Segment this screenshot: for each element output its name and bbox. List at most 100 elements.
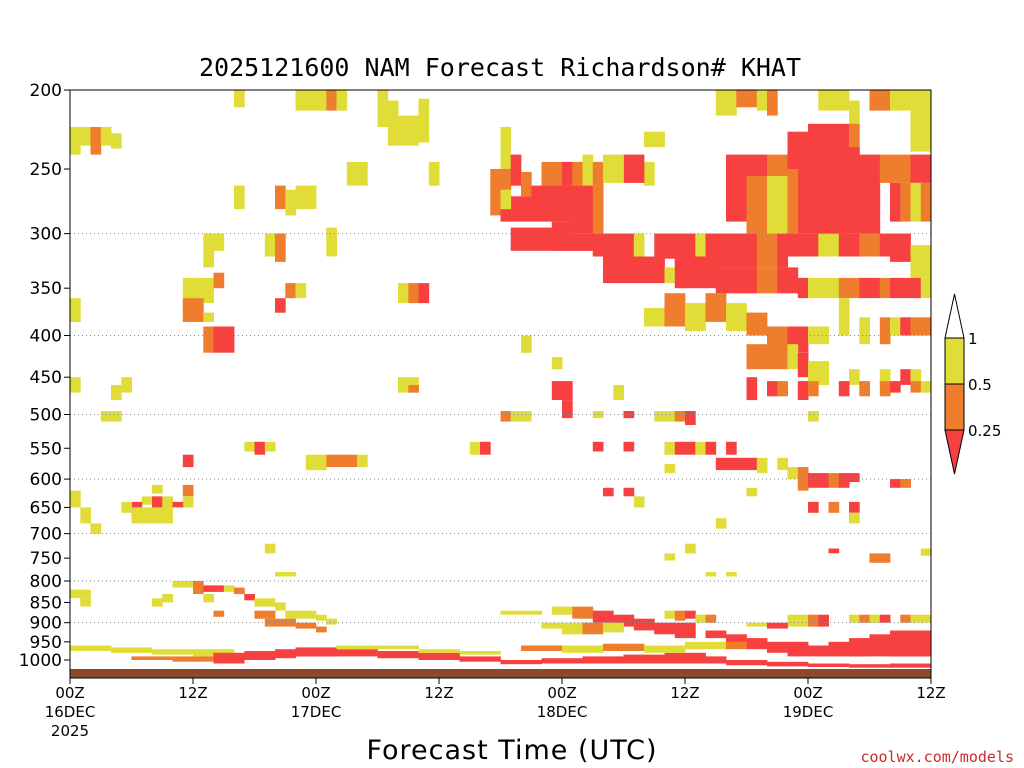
heatmap-cell <box>551 606 573 615</box>
heatmap-cell <box>275 649 296 659</box>
legend-top-arrow <box>944 293 965 339</box>
y-tick-label: 550 <box>30 439 62 459</box>
heatmap-cell <box>90 127 102 155</box>
heatmap-cell <box>562 400 573 419</box>
heatmap-cell <box>572 185 594 234</box>
heatmap-cell <box>582 154 594 186</box>
heatmap-cell <box>131 507 173 524</box>
heatmap-cell <box>131 656 173 660</box>
heatmap-cell <box>910 369 922 385</box>
heatmap-cell <box>285 610 296 619</box>
heatmap-cell <box>674 256 717 289</box>
heatmap-cell <box>623 654 665 664</box>
x-tick-label: 12Z <box>670 684 699 702</box>
heatmap-cell <box>152 649 194 655</box>
heatmap-cell <box>275 233 286 262</box>
heatmap-cell <box>172 501 184 508</box>
heatmap-cell <box>879 614 891 623</box>
heatmap-cell <box>715 518 727 529</box>
y-tick-label: 650 <box>30 498 62 518</box>
heatmap-cell <box>890 182 901 222</box>
x-tick-label: 00Z <box>55 684 84 702</box>
heatmap-cell <box>695 614 706 623</box>
heatmap-cell <box>664 464 676 474</box>
y-axis: 200 250 300 350 400 450 500 550 600 650 700 750 8008… <box>19 81 70 671</box>
heatmap-cell <box>859 614 870 623</box>
heatmap-cell <box>244 594 255 601</box>
y-tick-label: 750 <box>30 549 62 569</box>
x-tick-label: 2025 <box>51 722 89 740</box>
heatmap-cell <box>715 90 737 116</box>
heatmap-cell <box>603 622 624 633</box>
heatmap-cell <box>849 512 860 524</box>
heatmap-cell <box>223 585 235 592</box>
y-tick-label: 600 <box>30 470 62 490</box>
heatmap-cell <box>828 473 840 488</box>
heatmap-cell <box>162 496 173 508</box>
heatmap-cell <box>541 161 563 186</box>
heatmap-cell <box>838 277 860 299</box>
y-tick-label: 800 <box>30 572 62 592</box>
heatmap-cell <box>644 131 665 148</box>
heatmap-cell <box>203 594 214 603</box>
x-tick-label: 19DEC <box>783 703 834 721</box>
heatmap-cell <box>582 656 624 664</box>
heatmap-cell <box>70 589 91 599</box>
heatmap-cell <box>234 185 245 210</box>
heatmap-cell <box>521 610 542 615</box>
heatmap-cell <box>326 90 337 111</box>
heatmap-cell <box>592 233 635 257</box>
heatmap-cell <box>756 267 778 294</box>
heatmap-cell <box>890 277 922 299</box>
heatmap-cell <box>664 652 706 664</box>
y-tick-label: 300 <box>30 225 62 245</box>
heatmap-cell <box>900 317 911 336</box>
heatmap-cell <box>787 233 819 257</box>
credit-text: coolwx.com/models <box>860 748 1014 766</box>
heatmap-cell <box>521 645 563 651</box>
heatmap-cell <box>910 154 932 183</box>
heatmap-cell <box>818 90 850 111</box>
heatmap-cell <box>234 90 245 108</box>
heatmap-cell <box>387 100 399 146</box>
heatmap-cell <box>726 441 737 455</box>
heatmap-cell <box>838 147 860 234</box>
heatmap-cell <box>685 610 696 619</box>
heatmap-cell <box>408 385 419 393</box>
heatmap-cell <box>664 553 676 561</box>
heatmap-cell <box>726 634 747 646</box>
heatmap-cell <box>152 598 163 607</box>
x-tick-label: 00Z <box>301 684 330 702</box>
heatmap-cell <box>900 614 911 623</box>
heatmap-cell <box>767 176 788 234</box>
heatmap-cell <box>674 411 686 422</box>
heatmap-cell <box>500 189 512 222</box>
heatmap-cell <box>551 221 573 251</box>
heatmap-cell <box>295 647 337 657</box>
heatmap-cell <box>295 610 317 619</box>
x-tick-label: 00Z <box>547 684 576 702</box>
heatmap-cell <box>531 185 573 222</box>
heatmap-cell <box>787 467 799 480</box>
heatmap-cell <box>254 598 276 607</box>
heatmap-cell <box>633 496 645 508</box>
heatmap-cell <box>859 277 881 299</box>
heatmap-cell <box>644 645 686 653</box>
heatmap-cell <box>808 361 819 385</box>
heatmap-cell <box>275 298 286 313</box>
heatmap-cell <box>264 543 276 554</box>
heatmap-cell <box>70 645 112 651</box>
heatmap-cell <box>633 233 645 257</box>
heatmap-cell <box>674 610 686 621</box>
heatmap-cell <box>398 283 409 304</box>
heatmap-cell <box>500 660 542 665</box>
legend-label: 0.5 <box>968 376 992 394</box>
heatmap-cell <box>213 272 225 289</box>
heatmap-cell <box>808 614 819 627</box>
heatmap-cell <box>316 614 327 621</box>
heatmap-cell <box>592 610 614 623</box>
heatmap-cell <box>613 614 635 627</box>
heatmap-cell <box>644 161 655 186</box>
heatmap-cell <box>100 411 122 422</box>
heatmap-cell <box>316 626 327 633</box>
